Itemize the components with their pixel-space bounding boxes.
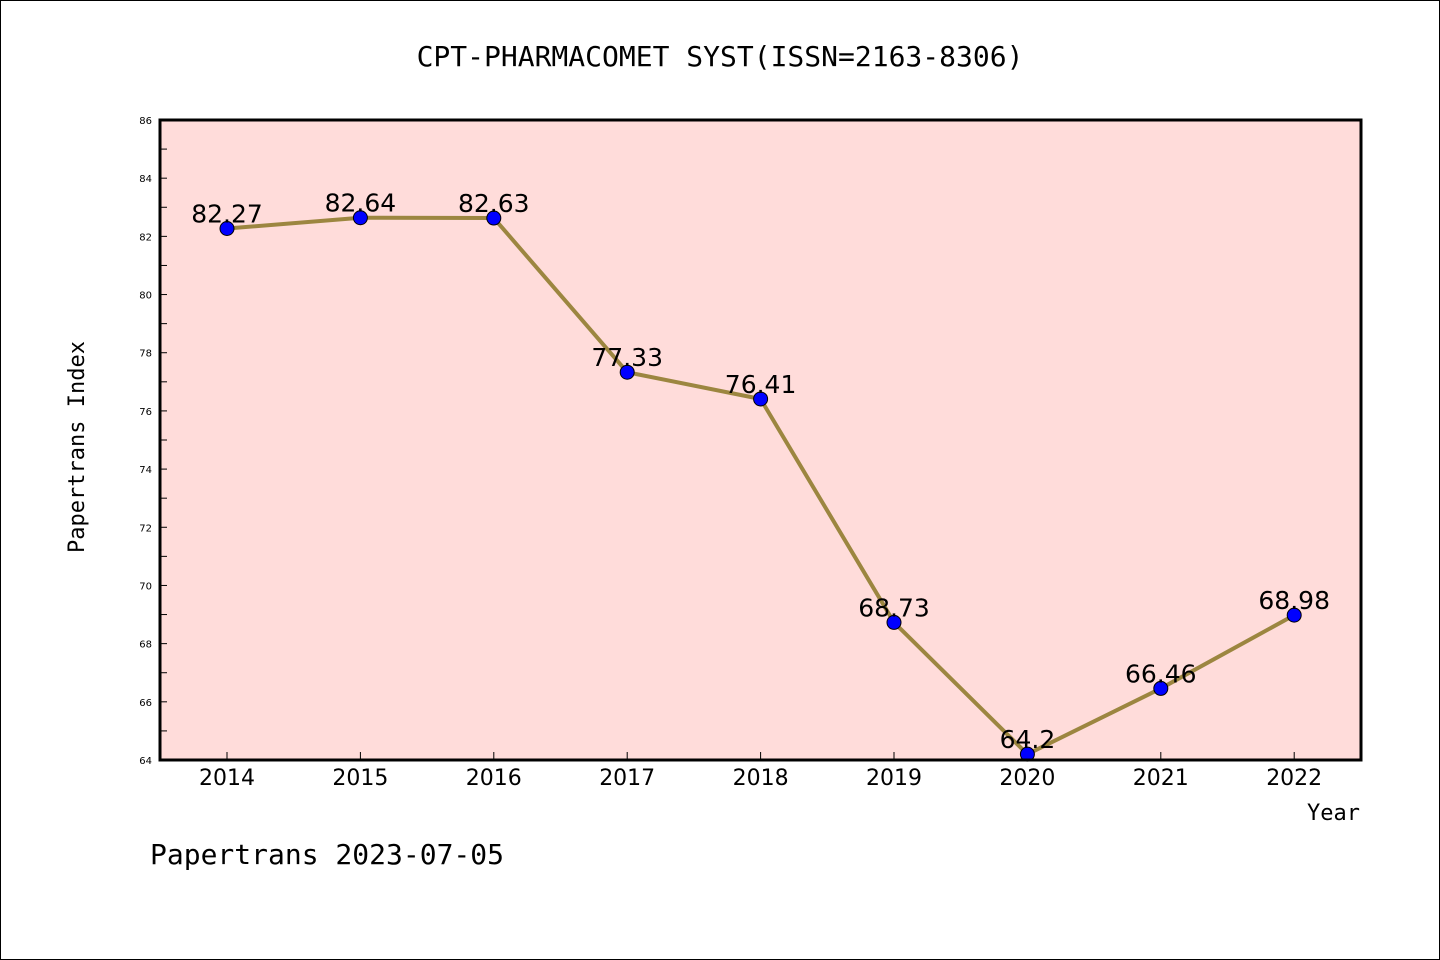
x-tick-label: 2014 [199, 766, 255, 791]
x-axis-label: Year [1307, 801, 1360, 826]
plot-border [158, 118, 1363, 762]
y-tick-label: 64 [139, 756, 152, 767]
data-point [753, 391, 769, 407]
y-tick-label: 80 [139, 291, 152, 302]
y-tick-label: 78 [139, 349, 152, 360]
x-tick-label: 2019 [866, 766, 922, 791]
x-tick-label: 2015 [332, 766, 388, 791]
footer-credit: Papertrans 2023-07-05 [150, 838, 504, 871]
data-labels: 82.27 82.64 82.63 77.33 76.41 68.73 64.2 66.46 6… [191, 189, 1330, 754]
series-markers [219, 210, 1302, 762]
y-tick-label: 76 [139, 407, 152, 418]
data-point [619, 364, 635, 380]
data-point [1153, 680, 1169, 696]
y-tick-label: 82 [139, 232, 152, 243]
x-tick-label: 2018 [733, 766, 789, 791]
data-point [886, 614, 902, 630]
chart-title: CPT-PHARMACOMET SYST(ISSN=2163-8306) [417, 40, 1024, 73]
data-label: 82.64 [325, 189, 397, 218]
y-axis-label: Papertrans Index [65, 341, 90, 553]
data-point [219, 221, 235, 237]
data-label: 64.2 [1000, 725, 1056, 754]
x-tick-label: 2016 [466, 766, 522, 791]
data-label: 76.41 [725, 370, 797, 399]
data-point [486, 210, 502, 226]
y-tick-label: 86 [139, 116, 152, 127]
y-tick-label: 66 [139, 698, 152, 709]
x-tick-label: 2021 [1133, 766, 1189, 791]
y-tick-label: 68 [139, 640, 152, 651]
y-tick-label: 84 [139, 174, 152, 185]
y-tick-label: 72 [139, 523, 152, 534]
x-axis: 2014 2015 2016 2017 2018 2019 2020 2021 2022 [199, 752, 1322, 791]
data-label: 68.73 [858, 593, 930, 622]
x-tick-label: 2017 [599, 766, 655, 791]
y-tick-label: 74 [139, 465, 152, 476]
data-label: 77.33 [591, 343, 663, 372]
x-tick-label: 2022 [1266, 766, 1322, 791]
data-point [352, 210, 368, 226]
y-tick-label: 70 [139, 581, 152, 592]
data-label: 68.98 [1258, 586, 1330, 615]
data-point [1286, 607, 1302, 623]
plot-area [160, 120, 1361, 760]
data-label: 82.27 [191, 200, 263, 229]
data-label: 82.63 [458, 189, 530, 218]
data-label: 66.46 [1125, 659, 1197, 688]
x-tick-label: 2020 [999, 766, 1055, 791]
